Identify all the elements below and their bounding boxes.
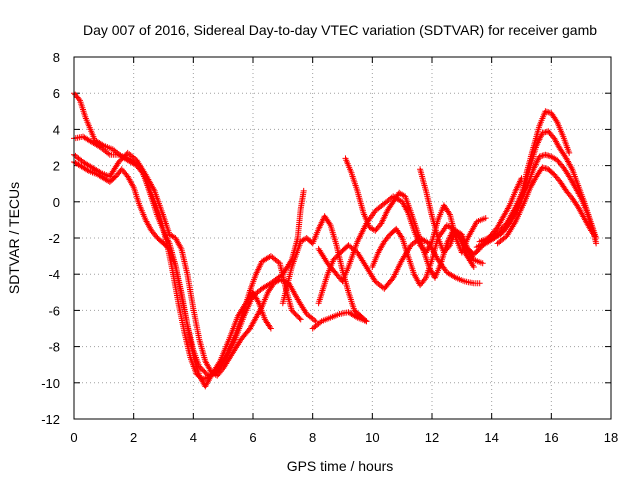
x-tick-label: 12: [425, 430, 439, 445]
y-tick-label: 2: [53, 159, 60, 174]
y-tick-label: -10: [41, 376, 60, 391]
y-tick-label: -8: [48, 340, 60, 355]
x-tick-label: 18: [604, 430, 618, 445]
y-tick-label: 8: [53, 50, 60, 65]
series-track-o: [494, 164, 600, 247]
track-markers: [309, 309, 370, 332]
x-tick-label: 10: [365, 430, 379, 445]
y-tick-label: -4: [48, 267, 60, 282]
y-tick-label: 0: [53, 195, 60, 210]
y-tick-label: 6: [53, 86, 60, 101]
track-markers: [494, 164, 600, 247]
y-tick-label: 4: [53, 122, 60, 137]
data-markers: [71, 90, 600, 390]
x-tick-labels: 0 2 4 6 8 10 12 14 16 18: [70, 430, 618, 445]
y-tick-label: -6: [48, 303, 60, 318]
y-tick-labels: -12 -10 -8 -6 -4 -2 0 2 4 6 8: [41, 50, 60, 427]
x-tick-label: 6: [249, 430, 256, 445]
x-tick-label: 14: [484, 430, 498, 445]
x-tick-label: 16: [544, 430, 558, 445]
series-track-g: [309, 309, 370, 332]
x-tick-label: 0: [70, 430, 77, 445]
plot-area: [71, 90, 600, 390]
chart-title: Day 007 of 2016, Sidereal Day-to-day VTE…: [83, 22, 597, 38]
x-tick-label: 8: [309, 430, 316, 445]
x-axis-label: GPS time / hours: [287, 458, 394, 474]
y-tick-label: -12: [41, 412, 60, 427]
x-tick-label: 2: [130, 430, 137, 445]
track-markers: [488, 151, 600, 247]
x-tick-label: 4: [190, 430, 197, 445]
plot-frame: [73, 56, 612, 420]
y-tick-label: -2: [48, 231, 60, 246]
y-axis-label: SDTVAR / TECUs: [6, 182, 22, 294]
series-track-n: [488, 151, 600, 247]
